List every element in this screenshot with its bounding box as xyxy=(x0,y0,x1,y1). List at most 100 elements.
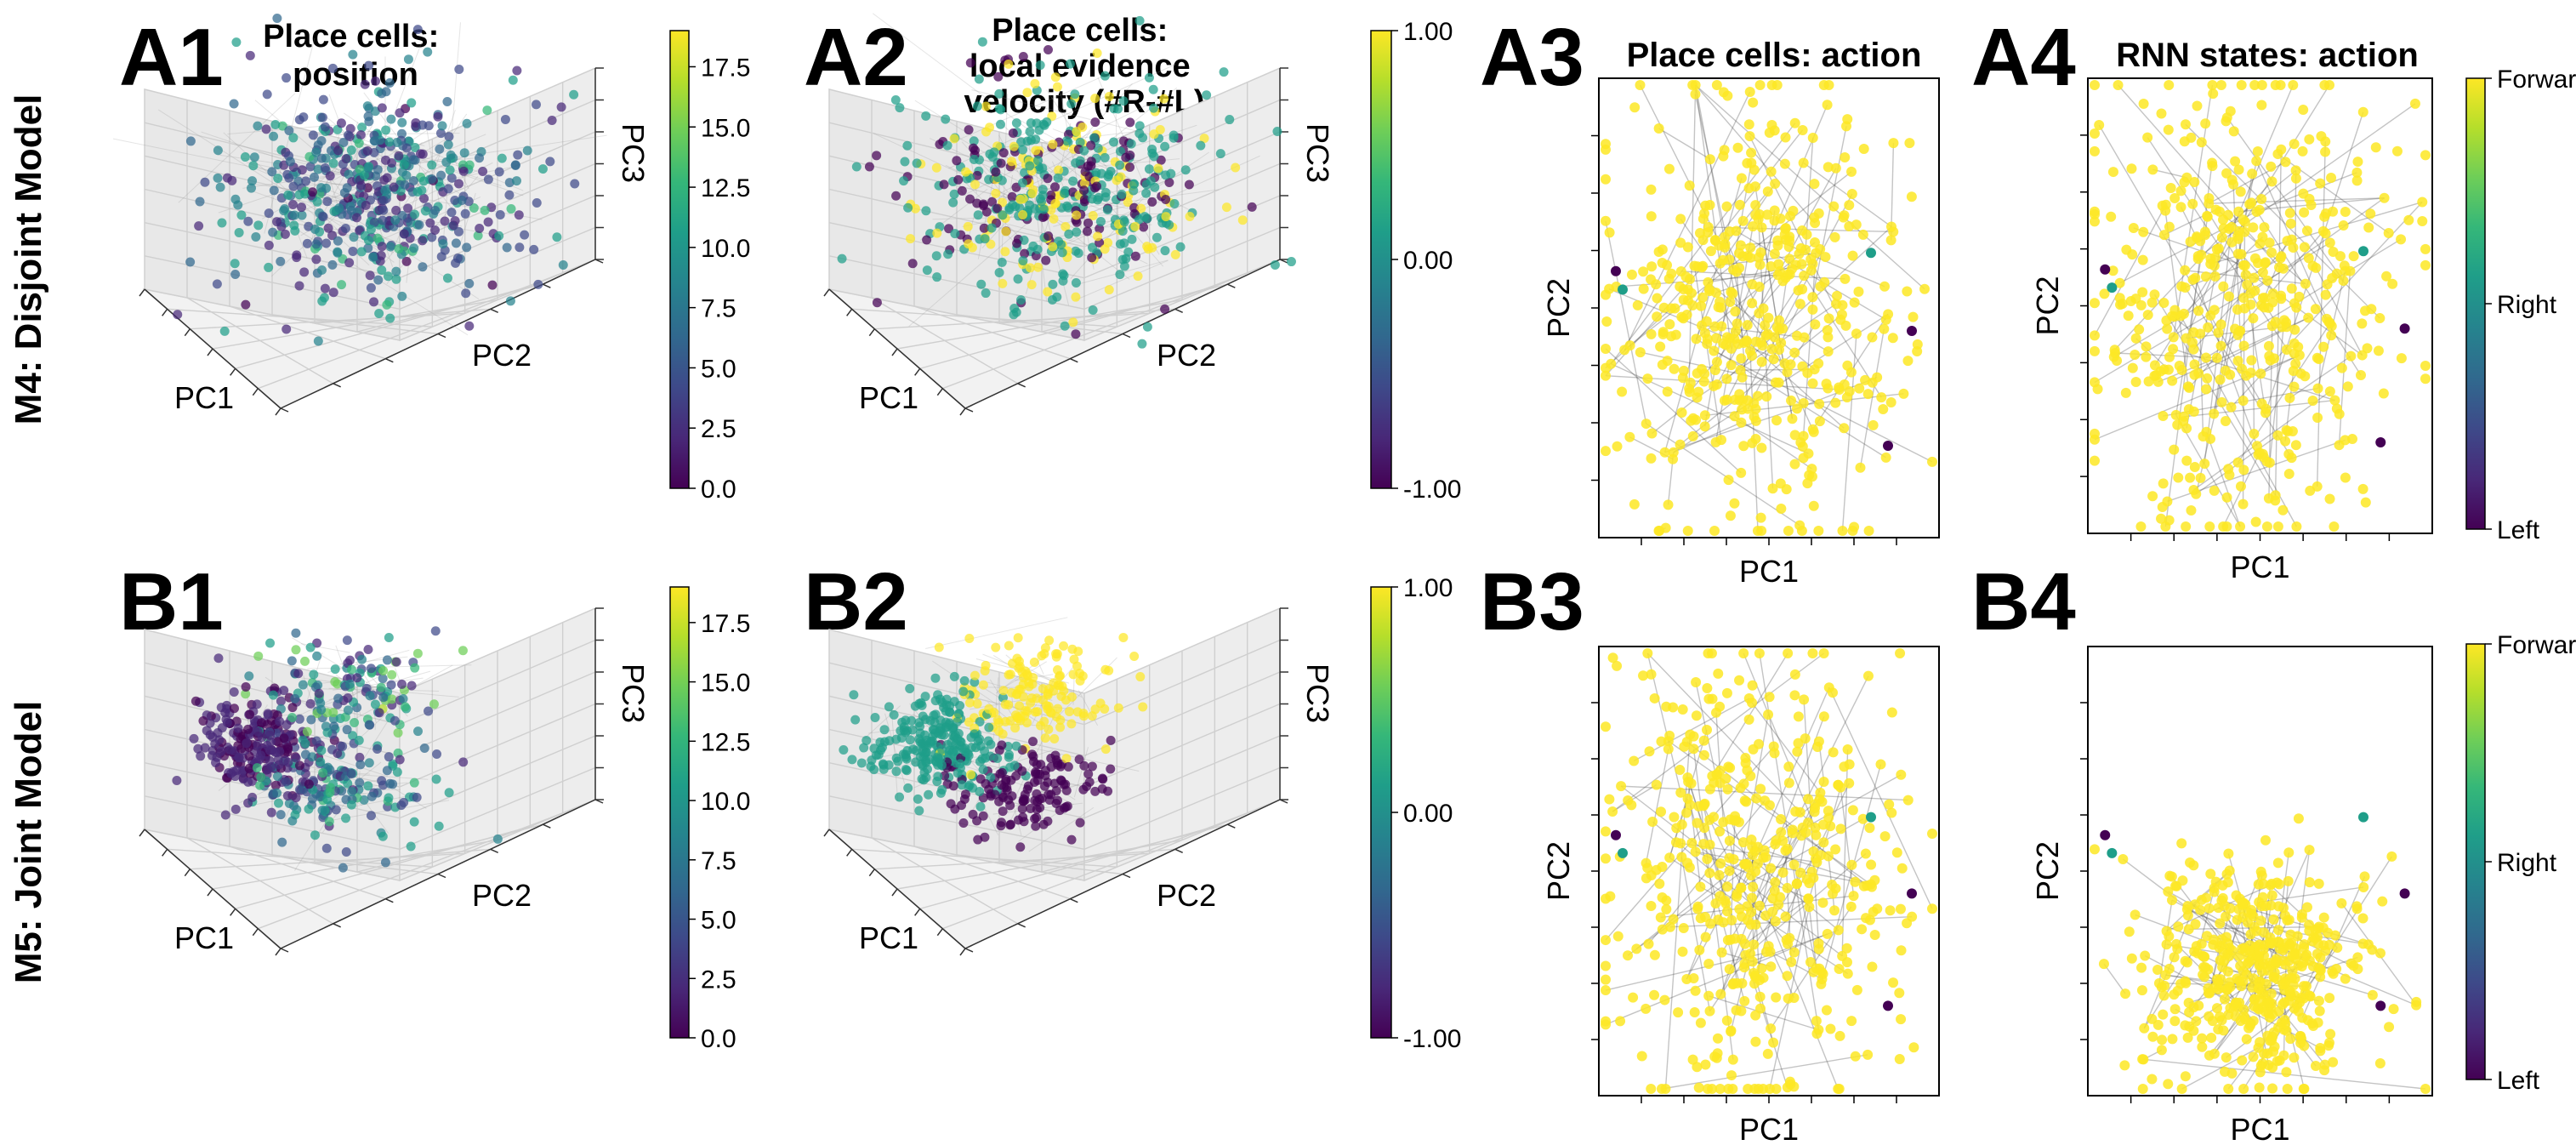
data-point xyxy=(2289,139,2300,150)
data-point xyxy=(2215,319,2226,330)
data-point xyxy=(1034,164,1044,174)
colorbar-tick-label: 17.5 xyxy=(701,610,750,638)
data-point xyxy=(219,326,230,336)
data-point xyxy=(325,788,335,798)
data-point xyxy=(2175,185,2186,197)
data-point xyxy=(2221,492,2232,503)
data-point xyxy=(1032,804,1042,814)
data-point xyxy=(1018,692,1028,702)
data-point xyxy=(2351,167,2363,178)
data-point xyxy=(2336,897,2347,909)
data-point xyxy=(1883,1000,1893,1011)
data-point xyxy=(1713,914,1724,926)
tick-mark xyxy=(1174,308,1183,314)
data-point xyxy=(921,755,931,766)
data-point xyxy=(394,151,404,161)
data-point xyxy=(1018,52,1028,62)
data-point xyxy=(1026,280,1037,290)
data-point xyxy=(1043,789,1054,800)
data-point xyxy=(2215,374,2226,385)
data-point xyxy=(270,747,281,757)
data-point xyxy=(2216,982,2227,993)
trajectory-line xyxy=(2238,322,2331,463)
data-point xyxy=(1025,127,1035,137)
data-point xyxy=(1793,285,1804,296)
data-point xyxy=(1879,323,1890,334)
data-point xyxy=(363,236,373,246)
data-point xyxy=(1807,133,1818,144)
data-point xyxy=(376,682,386,692)
data-point xyxy=(336,118,346,128)
data-point xyxy=(210,738,220,749)
data-point xyxy=(368,252,378,262)
data-point xyxy=(1886,807,1897,818)
data-point xyxy=(1805,957,1816,968)
tick-mark xyxy=(252,388,259,396)
data-point xyxy=(1908,311,1919,322)
data-point xyxy=(1100,188,1111,198)
data-point xyxy=(2195,472,2206,483)
data-point xyxy=(1866,248,1876,259)
data-point xyxy=(240,151,250,162)
data-point xyxy=(1823,162,1834,173)
data-point xyxy=(382,766,392,776)
data-point xyxy=(955,759,965,769)
data-point xyxy=(2267,1009,2278,1020)
data-point xyxy=(1100,71,1110,81)
data-point xyxy=(433,111,443,122)
data-point xyxy=(385,313,395,323)
data-point xyxy=(1676,311,1687,322)
data-point xyxy=(1030,78,1040,88)
data-point xyxy=(265,737,276,747)
data-point xyxy=(2284,392,2295,403)
data-point xyxy=(298,680,308,690)
data-point xyxy=(327,231,338,241)
data-point xyxy=(1927,903,1937,914)
data-point xyxy=(1113,703,1123,713)
data-point xyxy=(1847,250,1858,261)
data-point xyxy=(1007,157,1017,167)
data-point xyxy=(1020,168,1030,178)
data-point xyxy=(372,164,383,174)
data-point xyxy=(2251,156,2262,167)
data-point xyxy=(2255,1037,2266,1048)
data-point xyxy=(1090,786,1100,796)
data-point xyxy=(1088,305,1098,315)
data-point xyxy=(1658,328,1669,339)
data-point xyxy=(327,259,338,270)
data-point xyxy=(1147,197,1157,207)
data-point xyxy=(1669,812,1680,823)
data-point xyxy=(1902,795,1914,806)
data-point xyxy=(302,726,312,737)
data-point xyxy=(2340,435,2351,446)
data-point xyxy=(280,229,290,239)
data-point xyxy=(494,231,504,241)
data-point xyxy=(457,196,467,206)
data-point xyxy=(1896,1014,1907,1025)
data-point xyxy=(230,804,241,814)
colorbar-tick-label: 15.0 xyxy=(701,114,750,142)
data-point xyxy=(958,817,969,828)
data-point xyxy=(1083,226,1093,236)
data-point xyxy=(1891,847,1902,858)
data-point xyxy=(2127,362,2138,373)
data-point xyxy=(2282,236,2293,247)
data-point xyxy=(1749,181,1760,192)
data-point xyxy=(1100,744,1111,755)
data-point xyxy=(1090,704,1100,715)
data-point xyxy=(264,262,274,272)
data-point xyxy=(1813,736,1824,747)
data-point xyxy=(446,173,457,183)
data-point xyxy=(949,671,959,681)
data-point xyxy=(2267,288,2278,299)
data-point xyxy=(2338,276,2349,287)
data-point xyxy=(1199,134,1209,144)
data-point xyxy=(1046,205,1056,215)
tick-mark xyxy=(846,308,853,316)
data-point xyxy=(1679,741,1690,752)
data-point xyxy=(410,143,420,153)
data-point xyxy=(2357,106,2368,117)
data-point xyxy=(2373,345,2384,356)
